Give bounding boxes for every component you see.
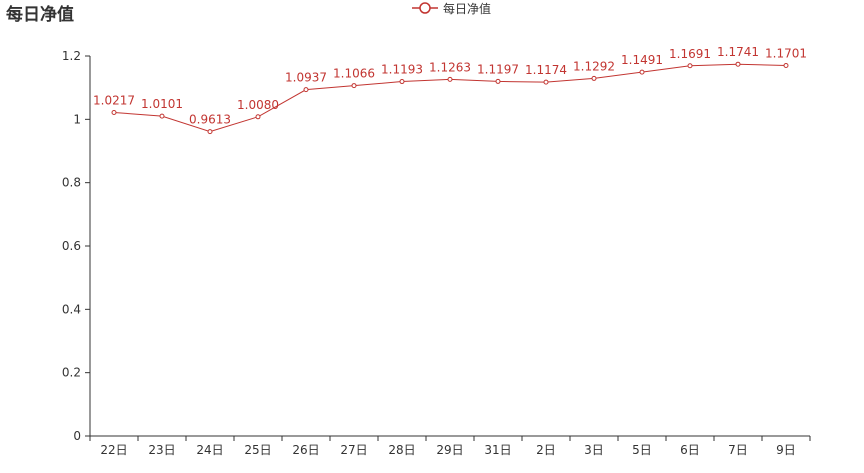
- y-tick-label: 0.8: [62, 176, 81, 190]
- x-tick-label: 27日: [340, 443, 367, 457]
- x-tick-label: 2日: [536, 443, 556, 457]
- data-point[interactable]: [399, 79, 405, 85]
- data-point[interactable]: [111, 109, 117, 115]
- data-label: 1.1701: [765, 46, 807, 60]
- data-point[interactable]: [735, 61, 741, 67]
- legend-line-icon: [412, 2, 438, 14]
- data-point[interactable]: [543, 79, 549, 85]
- data-point[interactable]: [207, 129, 213, 135]
- data-label: 1.0101: [141, 97, 183, 111]
- data-label: 1.1741: [717, 45, 759, 59]
- y-tick-label: 0.4: [62, 302, 81, 316]
- y-tick-label: 1: [73, 112, 81, 126]
- data-label: 1.1066: [333, 67, 375, 81]
- x-tick-label: 5日: [632, 443, 652, 457]
- data-label: 1.0080: [237, 98, 279, 112]
- data-label: 1.1193: [381, 63, 423, 77]
- x-tick-label: 28日: [388, 443, 415, 457]
- data-label: 1.1691: [669, 47, 711, 61]
- x-tick-label: 24日: [196, 443, 223, 457]
- x-tick-label: 6日: [680, 443, 700, 457]
- data-point[interactable]: [495, 78, 501, 84]
- data-label: 0.9613: [189, 113, 231, 127]
- data-point[interactable]: [255, 114, 261, 120]
- y-tick-label: 0: [73, 429, 81, 443]
- y-tick-label: 1.2: [62, 49, 81, 63]
- x-tick-label: 22日: [100, 443, 127, 457]
- x-tick-label: 31日: [484, 443, 511, 457]
- data-label: 1.1491: [621, 53, 663, 67]
- x-tick-label: 25日: [244, 443, 271, 457]
- data-point[interactable]: [447, 76, 453, 82]
- x-tick-label: 26日: [292, 443, 319, 457]
- y-tick-label: 0.6: [62, 239, 81, 253]
- data-point[interactable]: [591, 75, 597, 81]
- x-tick-label: 7日: [728, 443, 748, 457]
- legend[interactable]: 每日净值: [412, 0, 491, 16]
- y-tick-label: 0.2: [62, 366, 81, 380]
- legend-label: 每日净值: [443, 1, 492, 16]
- data-point[interactable]: [159, 113, 165, 119]
- data-point[interactable]: [351, 83, 357, 89]
- data-point[interactable]: [783, 62, 789, 68]
- x-tick-label: 9日: [776, 443, 796, 457]
- data-point[interactable]: [639, 69, 645, 75]
- x-tick-label: 23日: [148, 443, 175, 457]
- chart-title: 每日净值: [6, 5, 74, 25]
- data-label: 1.1197: [477, 62, 519, 76]
- data-label: 1.1263: [429, 60, 471, 74]
- data-label: 1.1292: [573, 59, 615, 73]
- x-tick-label: 3日: [584, 443, 604, 457]
- data-point[interactable]: [687, 63, 693, 69]
- data-point[interactable]: [303, 87, 309, 93]
- data-label: 1.0217: [93, 93, 135, 107]
- data-label: 1.1174: [525, 63, 567, 77]
- x-tick-label: 29日: [436, 443, 463, 457]
- data-label: 1.0937: [285, 71, 327, 85]
